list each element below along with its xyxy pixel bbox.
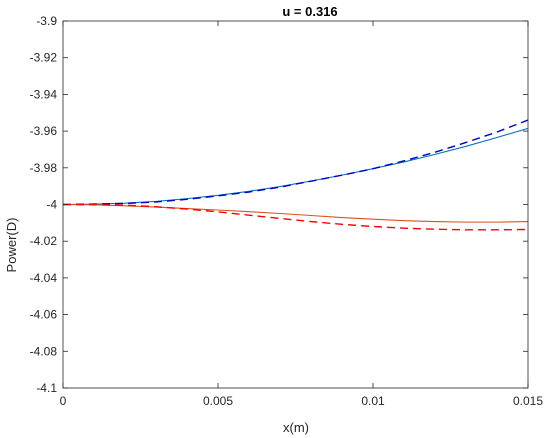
x-tick-label: 0 — [60, 394, 67, 408]
x-tick-label: 0.005 — [203, 394, 233, 408]
series-line-1 — [62, 127, 529, 206]
y-tick-label: -4.04 — [30, 271, 58, 285]
y-tick-label: -3.98 — [30, 161, 58, 175]
y-tick-label: -4.1 — [36, 381, 57, 395]
x-tick-label: 0.015 — [513, 394, 543, 408]
x-tick-label: 0.01 — [361, 394, 385, 408]
y-tick-label: -4.08 — [30, 344, 58, 358]
plot-frame — [62, 20, 529, 389]
series-layer — [62, 119, 529, 231]
series-line-2 — [62, 119, 529, 206]
y-tick-label: -4 — [46, 198, 57, 212]
x-axis-label: x(m) — [283, 420, 309, 435]
y-tick-label: -4.02 — [30, 234, 58, 248]
y-tick-label: -3.94 — [30, 87, 58, 101]
y-tick-label: -3.92 — [30, 51, 58, 65]
y-axis-label: Power(D) — [4, 218, 19, 273]
series-line-3 — [62, 203, 529, 223]
chart-title: u = 0.316 — [282, 4, 337, 19]
series-line-4 — [62, 203, 529, 231]
y-tick-label: -3.96 — [30, 124, 58, 138]
y-tick-label: -3.9 — [36, 14, 57, 28]
axes-layer: 0 0.005 0.01 0.015 -4.1 -4.08 -4.06 -4.04 -4.02 -… — [30, 14, 544, 408]
y-tick-label: -4.06 — [30, 308, 58, 322]
